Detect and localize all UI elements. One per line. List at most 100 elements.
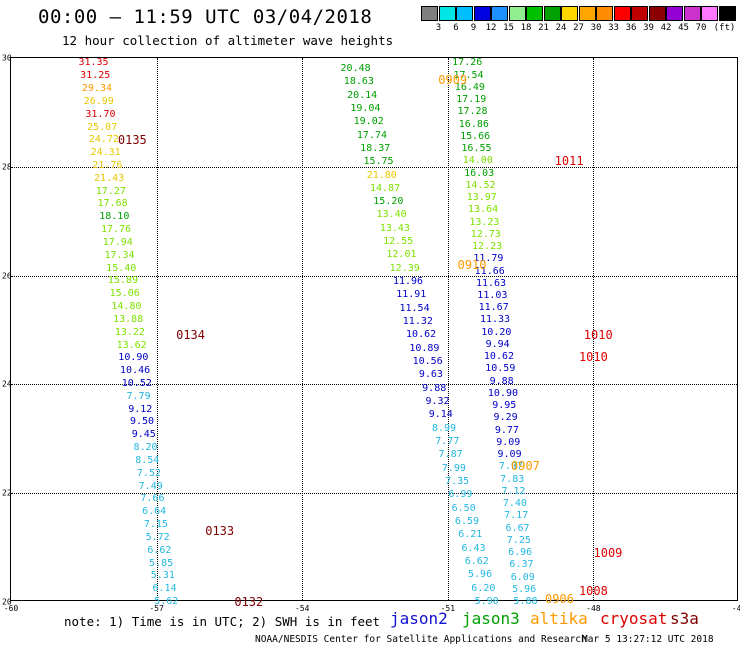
legend-swatch	[683, 6, 701, 21]
wave-height-value: 7.87	[438, 449, 463, 461]
wave-height-value: 5.31	[150, 570, 175, 582]
wave-height-value: 11.96	[392, 276, 424, 288]
legend-tick-label: 33	[608, 23, 619, 33]
wave-height-value: 7.77	[435, 436, 460, 448]
legend-tick-label: 70	[695, 23, 707, 33]
pass-label: 0133	[205, 524, 235, 539]
wave-height-value: 6.62	[464, 556, 489, 568]
wave-height-value: 11.32	[402, 316, 433, 328]
x-tick-label: -60	[3, 604, 19, 613]
wave-height-value: 9.63	[418, 369, 443, 381]
wave-height-value: 13.40	[376, 209, 407, 221]
wave-height-value: 18.37	[360, 142, 391, 154]
satellite-name-s3a: s3a	[670, 609, 699, 628]
y-tick-label: 30	[2, 53, 12, 63]
grid-line-vertical	[593, 58, 595, 600]
wave-height-value: 5.72	[145, 531, 170, 543]
wave-height-value: 17.28	[457, 106, 488, 118]
wave-height-value: 20.14	[347, 89, 378, 101]
satellite-name-altika: altika	[530, 609, 588, 628]
legend-swatch	[491, 6, 508, 21]
wave-height-value: 25.07	[87, 121, 118, 133]
legend-tick-label: 21	[538, 23, 549, 33]
wave-height-value: 29.34	[81, 83, 113, 95]
wave-height-value: 14.52	[465, 179, 496, 191]
wave-height-value: 12.39	[389, 262, 420, 274]
wave-height-value: 6.67	[505, 522, 530, 534]
wave-height-value: 17.76	[100, 224, 132, 236]
wave-height-value: 15.75	[363, 156, 394, 168]
legend-tick-label: 45	[678, 23, 689, 33]
wave-height-value: 13.88	[113, 313, 144, 325]
x-tick-label: -45	[731, 604, 740, 613]
wave-height-value: 9.45	[131, 429, 156, 441]
wave-height-value: 16.86	[458, 118, 489, 130]
grid-line-vertical	[156, 58, 158, 600]
wave-height-value: 12.55	[383, 236, 414, 248]
legend-swatch	[508, 6, 526, 21]
wave-height-value: 7.15	[143, 519, 168, 531]
pass-label: 1010	[578, 350, 608, 365]
pass-label: 0132	[234, 595, 264, 609]
legend-swatch	[526, 6, 543, 21]
page-title: 00:00 – 11:59 UTC 03/04/2018	[38, 6, 373, 28]
wave-height-value: 17.26	[452, 57, 483, 69]
wave-height-value: 11.91	[396, 289, 427, 301]
wave-height-value: 6.99	[448, 489, 473, 501]
wave-height-value: 10.62	[406, 329, 437, 341]
legend-tick-label: (ft)	[713, 23, 736, 33]
wave-height-value: 7.66	[140, 493, 165, 505]
wave-height-value: 10.62	[483, 351, 515, 363]
wave-height-value: 11.03	[477, 290, 508, 301]
legend-tick-label: 18	[520, 23, 532, 33]
grid-line-vertical	[447, 58, 449, 600]
y-tick-label: 28	[2, 162, 12, 172]
wave-height-value: 16.03	[464, 167, 495, 179]
wave-height-value: 21.80	[366, 169, 397, 181]
legend-tick-label: 9	[470, 23, 477, 33]
pass-label: 0906	[544, 592, 574, 607]
wave-height-value: 6.96	[508, 547, 533, 559]
wave-height-value: 9.94	[485, 338, 510, 350]
wave-height-value: 15.66	[460, 130, 491, 142]
wave-height-value: 5.85	[149, 557, 174, 569]
x-tick-label: -54	[294, 604, 310, 613]
y-tick-label: 26	[2, 271, 12, 281]
wave-height-value: 5.96	[468, 569, 493, 581]
wave-height-value: 18.10	[99, 211, 130, 223]
wave-height-value: 7.83	[500, 473, 525, 485]
legend-swatch	[701, 6, 718, 21]
wave-height-value: 9.77	[494, 424, 519, 436]
y-tick-label: 20	[2, 597, 12, 607]
wave-height-value: 10.59	[485, 363, 516, 375]
wave-height-value: 14.80	[111, 301, 142, 313]
legend-swatch	[578, 6, 596, 21]
wave-height-value: 19.02	[353, 116, 384, 128]
wave-height-value: 13.22	[114, 326, 145, 338]
wave-height-value: 17.54	[453, 69, 484, 81]
wave-height-value: 5.90	[474, 596, 499, 607]
legend-tick-label: 12	[485, 23, 497, 33]
satellite-name-jason3: jason3	[462, 609, 520, 628]
wave-height-value: 31.70	[85, 108, 116, 120]
pass-label: 0135	[117, 132, 147, 147]
wave-height-value: 6.21	[458, 529, 483, 541]
wave-height-value: 10.56	[412, 356, 443, 368]
pass-label: 0910	[457, 257, 487, 272]
wave-height-value: 15.40	[106, 262, 137, 274]
wave-height-value: 10.89	[409, 342, 440, 354]
wave-height-value: 7.97	[498, 461, 523, 473]
wave-height-value: 16.49	[454, 81, 485, 93]
wave-height-value: 20.48	[340, 62, 371, 74]
wave-height-value: 6.64	[142, 506, 167, 518]
wave-height-value: 5.62	[154, 596, 179, 607]
wave-height-value: 8.99	[431, 422, 457, 434]
wave-height-value: 7.25	[506, 534, 531, 546]
wave-height-value: 15.20	[373, 196, 404, 208]
legend-swatch	[543, 6, 561, 21]
wave-height-value: 31.25	[80, 70, 111, 82]
generation-timestamp: Mar 5 13:27:12 UTC 2018	[582, 634, 714, 645]
wave-height-value: 21.43	[94, 172, 125, 184]
pass-label: 1010	[583, 328, 613, 343]
wave-height-value: 11.54	[399, 302, 430, 314]
